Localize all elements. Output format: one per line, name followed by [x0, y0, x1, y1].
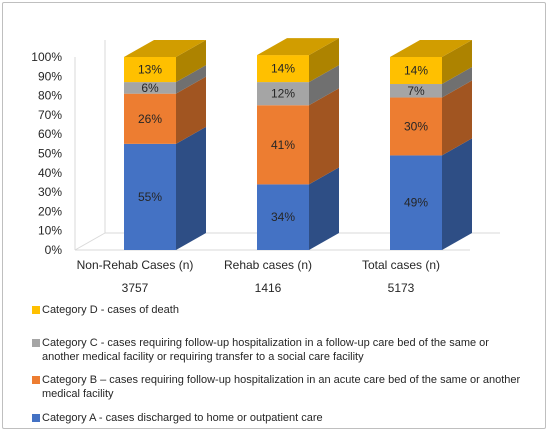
legend-swatch [32, 306, 40, 314]
bar-segment [390, 97, 442, 156]
legend-swatch [32, 414, 40, 422]
chart-frame [2, 2, 546, 429]
bar-segment [390, 57, 442, 85]
y-tick-label: 90% [38, 69, 62, 83]
legend-label: Category C - cases requiring follow-up h… [42, 337, 489, 363]
y-tick-label: 60% [38, 127, 62, 141]
data-label: 7% [407, 84, 425, 98]
bar-segment [257, 82, 309, 106]
count-label: 1416 [254, 281, 282, 295]
data-label: 14% [404, 64, 428, 78]
data-label: 34% [271, 210, 295, 224]
y-tick-label: 100% [31, 50, 62, 64]
legend-label: Category A - cases discharged to home or… [42, 412, 323, 424]
bar-segment-side [309, 167, 339, 250]
y-tick-label: 20% [38, 204, 62, 218]
bar-segment-side [176, 76, 206, 144]
y-tick-label: 30% [38, 185, 62, 199]
bar-segment [257, 105, 309, 185]
y-tick-label: 10% [38, 224, 62, 238]
bar-top-face [390, 40, 472, 57]
bar-segment-side [309, 65, 339, 106]
bar-segment [124, 93, 176, 144]
bar-segment [257, 55, 309, 83]
bar-top-face [124, 40, 206, 57]
y-tick-label: 80% [38, 89, 62, 103]
y-tick-label: 50% [38, 147, 62, 161]
bar-segment [390, 84, 442, 98]
bar-segment-side [309, 38, 339, 83]
y-tick-label: 0% [45, 243, 63, 257]
data-label: 14% [271, 62, 295, 76]
bar-segment-side [176, 40, 206, 83]
legend-swatch [32, 376, 40, 384]
category-label: Non-Rehab Cases (n) [76, 258, 194, 272]
y-tick-label: 40% [38, 166, 62, 180]
count-label: 3757 [121, 281, 149, 295]
bar-segment-side [176, 126, 206, 250]
bar-segment [257, 184, 309, 250]
legend-label: Category B – cases requiring follow-up h… [42, 374, 521, 400]
floor-depth-line [74, 232, 106, 251]
data-label: 30% [404, 119, 428, 133]
data-label: 49% [404, 196, 428, 210]
count-label: 5173 [387, 281, 415, 295]
data-label: 41% [271, 138, 295, 152]
bar-segment-side [176, 65, 206, 94]
data-label: 55% [138, 190, 162, 204]
data-label: 13% [138, 63, 162, 77]
legend-label: Category D - cases of death [42, 304, 179, 316]
bar-segment [124, 143, 176, 250]
bar-segment [124, 57, 176, 83]
category-label: Rehab cases (n) [223, 258, 313, 272]
bar-segment [124, 82, 176, 94]
legend-swatch [32, 339, 40, 347]
bar-segment-side [442, 138, 472, 250]
data-label: 6% [141, 81, 159, 95]
data-label: 12% [271, 87, 295, 101]
bar-segment [390, 155, 442, 250]
data-label: 26% [138, 112, 162, 126]
bar-segment-side [309, 88, 339, 185]
category-label: Total cases (n) [361, 258, 441, 272]
stacked-bar-chart: 0% 10% 20% 30% 40% 50% 60% 70% 80% 90% 100% 55% 26% 6… [31, 38, 500, 257]
bar-top-face [257, 38, 339, 56]
bar-segment-side [442, 40, 472, 85]
bar-segment-side [442, 67, 472, 98]
bar-segment-side [442, 80, 472, 156]
y-tick-label: 70% [38, 108, 62, 122]
